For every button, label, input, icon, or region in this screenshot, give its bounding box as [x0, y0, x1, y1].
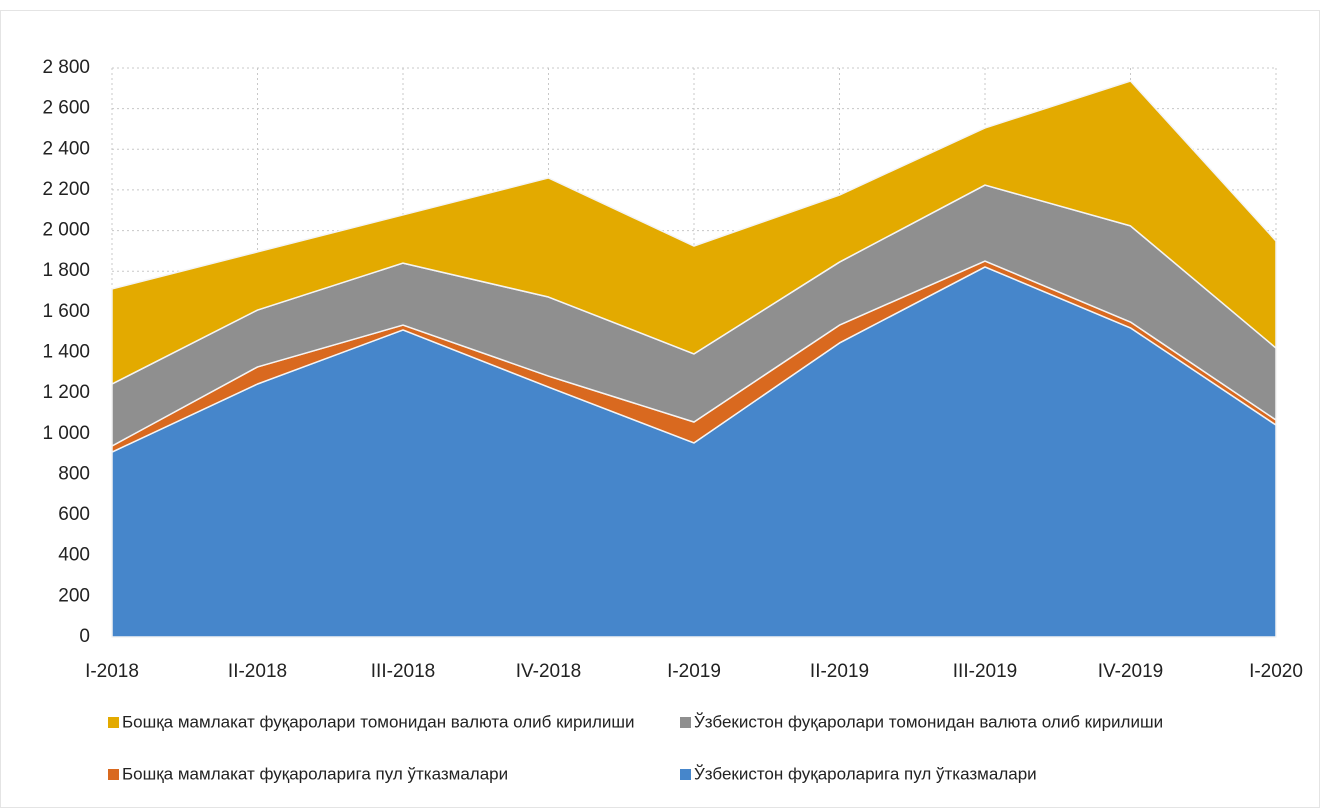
- x-tick-label: III-2018: [371, 661, 435, 682]
- y-tick-label: 2 000: [42, 220, 90, 241]
- x-tick-label: III-2019: [953, 661, 1017, 682]
- legend-label: Ўзбекистон фуқароларига пул ўтказмалари: [694, 763, 1037, 783]
- y-tick-label: 400: [58, 545, 90, 566]
- y-tick-label: 2 400: [42, 138, 90, 159]
- y-tick-label: 2 200: [42, 179, 90, 200]
- x-tick-label: IV-2018: [516, 661, 582, 682]
- legend-swatch: [680, 769, 691, 780]
- legend-swatch: [680, 717, 691, 728]
- legend-label: Ўзбекистон фуқаролари томонидан валюта о…: [694, 711, 1163, 731]
- y-tick-label: 1 600: [42, 301, 90, 322]
- x-tick-label: IV-2019: [1098, 661, 1164, 682]
- y-tick-label: 200: [58, 585, 90, 606]
- y-tick-label: 1 200: [42, 382, 90, 403]
- y-tick-label: 0: [79, 626, 90, 647]
- x-tick-label: I-2018: [85, 661, 139, 682]
- y-tick-label: 2 800: [42, 57, 90, 78]
- legend-swatch: [108, 769, 119, 780]
- x-tick-label: I-2019: [667, 661, 721, 682]
- legend-swatch: [108, 717, 119, 728]
- y-tick-label: 600: [58, 504, 90, 525]
- y-tick-label: 1 400: [42, 342, 90, 363]
- area: [111, 80, 1277, 385]
- y-tick-label: 800: [58, 463, 90, 484]
- legend-label: Бошқа мамлакат фуқароларига пул ўтказмал…: [122, 764, 508, 783]
- y-tick-label: 1 800: [42, 260, 90, 281]
- legend-label: Бошқа мамлакат фуқаролари томонидан валю…: [122, 712, 635, 731]
- y-tick-label: 2 600: [42, 98, 90, 119]
- x-tick-label: II-2018: [228, 661, 287, 682]
- y-tick-label: 1 000: [42, 423, 90, 444]
- x-tick-label: II-2019: [810, 661, 869, 682]
- x-tick-label: I-2020: [1249, 661, 1303, 682]
